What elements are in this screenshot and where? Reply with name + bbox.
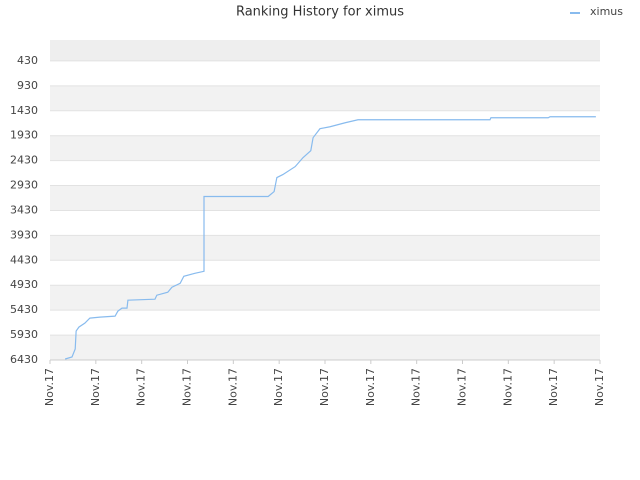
plot-band	[50, 85, 600, 111]
y-tick-label: 430	[17, 54, 38, 67]
y-tick-label: 930	[17, 79, 38, 92]
y-tick-label: 2430	[10, 154, 38, 167]
x-tick-label: Nov.17	[89, 368, 102, 406]
y-tick-label: 4930	[10, 278, 38, 291]
y-tick-label: 1930	[10, 129, 38, 142]
plot-band	[50, 235, 600, 261]
plot-band	[50, 135, 600, 161]
legend-label: ximus	[590, 5, 623, 18]
x-tick-label: Nov.17	[501, 368, 514, 406]
x-tick-label: Nov.17	[43, 368, 56, 406]
x-tick-label: Nov.17	[318, 368, 331, 406]
y-tick-label: 5930	[10, 328, 38, 341]
plot-band	[50, 335, 600, 360]
y-tick-label: 6430	[10, 353, 38, 366]
y-tick-label: 4430	[10, 253, 38, 266]
x-tick-label: Nov.17	[593, 368, 606, 406]
plot-band	[50, 185, 600, 211]
y-tick-label: 3430	[10, 203, 38, 216]
x-tick-label: Nov.17	[135, 368, 148, 406]
y-tick-label: 2930	[10, 179, 38, 192]
x-tick-label: Nov.17	[547, 368, 560, 406]
x-tick-label: Nov.17	[226, 368, 239, 406]
plot-band	[50, 285, 600, 311]
y-tick-label: 1430	[10, 104, 38, 117]
x-tick-label: Nov.17	[272, 368, 285, 406]
x-tick-label: Nov.17	[410, 368, 423, 406]
y-tick-label: 3930	[10, 228, 38, 241]
plot-band	[50, 40, 600, 61]
y-tick-label: 5430	[10, 303, 38, 316]
x-tick-label: Nov.17	[456, 368, 469, 406]
x-tick-label: Nov.17	[364, 368, 377, 406]
chart-title: Ranking History for ximus	[236, 5, 404, 20]
x-tick-label: Nov.17	[181, 368, 194, 406]
line-series	[64, 116, 596, 360]
